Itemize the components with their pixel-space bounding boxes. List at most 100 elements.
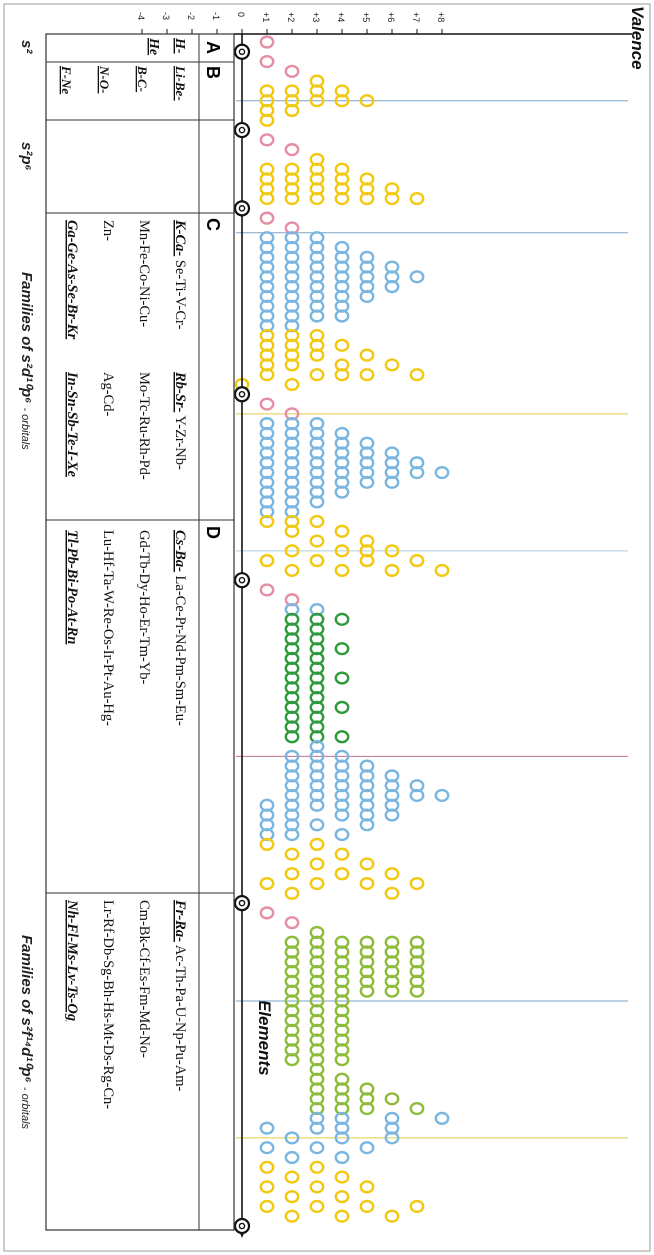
valence-point (259, 211, 275, 225)
valence-point (384, 1209, 400, 1223)
valence-point (334, 1209, 350, 1223)
valence-point (284, 828, 300, 842)
valence-point (259, 554, 275, 568)
valence-point (259, 876, 275, 891)
y-tick-label: +5 (361, 12, 371, 22)
noble-gas-markers (233, 43, 251, 1235)
valence-point (309, 534, 325, 548)
valence-point (359, 1199, 375, 1214)
valence-point (309, 1141, 325, 1155)
valence-point (334, 1190, 350, 1204)
family-label: B-C- (135, 65, 150, 92)
y-tick-label: +7 (411, 12, 421, 22)
valence-point (359, 1141, 375, 1155)
valence-point (384, 563, 400, 577)
family-label: Zn- (100, 220, 116, 241)
valence-point (384, 475, 400, 489)
y-axis-label: Valence (628, 6, 647, 70)
valence-point (434, 563, 450, 577)
valence-point (334, 808, 350, 822)
valence-point (259, 133, 275, 147)
family-label: Ga-Ge-As-Se-Br-Kr (64, 220, 80, 340)
valence-point (434, 465, 450, 480)
valence-point (284, 524, 300, 538)
valence-point (259, 54, 275, 69)
valence-point (284, 1190, 300, 1204)
valence-point (284, 143, 300, 157)
valence-point (259, 1141, 275, 1155)
valence-point (259, 1199, 275, 1214)
valence-point (384, 280, 400, 294)
valence-point (259, 1160, 275, 1174)
valence-point (359, 191, 375, 206)
valence-point (409, 984, 425, 998)
noble-gas-marker-core (238, 390, 246, 398)
valence-point (409, 465, 425, 480)
group-letter-a: A (203, 41, 223, 54)
y-tick-label: +8 (436, 12, 446, 22)
group-letter-b: B (203, 66, 223, 79)
valence-point (309, 837, 325, 851)
valence-point (284, 1209, 300, 1223)
valence-point (309, 798, 325, 812)
valence-point (334, 485, 350, 499)
valence-point (384, 191, 400, 206)
valence-point (309, 1121, 325, 1135)
valence-point (384, 358, 400, 372)
valence-point (259, 837, 275, 851)
valence-point (284, 847, 300, 861)
family-label: Lu-Hf-Ta-W-Re-Os-Ir-Pt-Au-Hg- (100, 530, 116, 726)
valence-point (259, 368, 275, 382)
valence-point (284, 563, 300, 577)
valence-point (284, 103, 300, 118)
valence-point (334, 524, 350, 538)
valence-point (284, 544, 300, 558)
noble-gas-marker-Xe (233, 572, 251, 589)
family-label: Fr-Ra- Ac-Th-Pa-U-Np-Pu-Am- (172, 899, 188, 1091)
valence-point (409, 554, 425, 568)
valence-point (359, 289, 375, 303)
noble-gas-marker-Ne (233, 121, 251, 139)
valence-point (284, 916, 300, 930)
valence-points (134, 35, 450, 1223)
valence-point (334, 309, 350, 323)
family-label: Lr-Rf-Db-Sg-Bh-Hs-Mt-Ds-Rg-Cn- (100, 900, 116, 1109)
valence-point (284, 1131, 300, 1145)
valence-point (309, 514, 325, 529)
valence-point (284, 886, 300, 900)
valence-point (334, 563, 350, 577)
noble-gas-marker-Og (233, 1217, 251, 1235)
valence-point (334, 828, 350, 842)
valence-point (259, 1121, 275, 1135)
valence-point (334, 368, 350, 382)
valence-point (284, 730, 300, 744)
family-label: N-O- (97, 65, 112, 93)
valence-point (309, 1160, 325, 1174)
valence-point (409, 1101, 425, 1116)
y-tick-label: -3 (161, 12, 171, 20)
valence-point (359, 1101, 375, 1116)
valence-point (309, 309, 325, 323)
valence-point (284, 358, 300, 372)
noble-gas-marker-He (233, 43, 251, 60)
valence-point (384, 886, 400, 900)
valence-point (284, 377, 300, 392)
noble-gas-marker-core (238, 205, 246, 212)
valence-point (334, 612, 350, 626)
noble-gas-marker-core (238, 576, 246, 584)
valence-point (359, 94, 375, 108)
valence-point (409, 788, 425, 803)
valence-point (409, 876, 425, 891)
noble-gas-marker-Ar (233, 200, 251, 217)
valence-point (259, 191, 275, 206)
valence-point (334, 730, 350, 744)
valence-point (284, 867, 300, 881)
y-tick-label: +2 (286, 12, 296, 22)
valence-point (259, 906, 275, 920)
valence-point (334, 700, 350, 714)
valence-point (409, 270, 425, 284)
y-tick-label: +6 (386, 12, 396, 22)
valence-point (359, 348, 375, 362)
orbital-label-a: s² (18, 40, 35, 54)
valence-point (434, 788, 450, 803)
